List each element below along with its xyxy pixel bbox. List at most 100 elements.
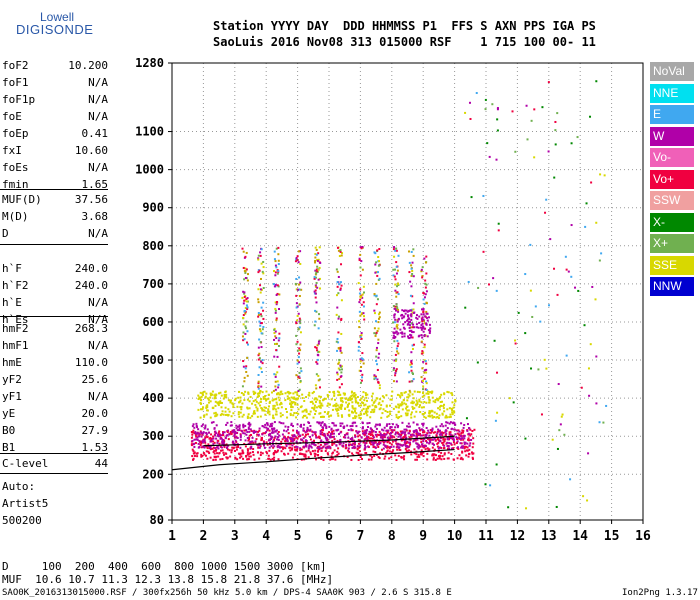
data-point: [258, 357, 261, 360]
data-point: [318, 350, 321, 353]
data-point: [408, 380, 411, 383]
data-point: [212, 435, 215, 438]
data-point: [239, 396, 242, 399]
data-point: [381, 440, 384, 443]
data-point: [305, 450, 308, 453]
data-point: [221, 449, 224, 452]
data-point: [212, 458, 215, 461]
data-point: [408, 389, 411, 392]
param-value: N/A: [88, 339, 108, 352]
data-point: [201, 433, 204, 436]
data-point: [446, 457, 449, 460]
data-point: [260, 315, 263, 318]
data-point: [493, 339, 496, 342]
data-point: [428, 332, 431, 335]
data-point: [242, 457, 245, 460]
data-point: [365, 409, 368, 412]
data-point: [425, 426, 428, 429]
data-point: [193, 432, 196, 435]
data-point: [225, 393, 228, 396]
data-point: [391, 450, 394, 453]
data-point: [465, 417, 468, 420]
data-point: [324, 397, 327, 400]
data-point: [219, 445, 222, 448]
data-point: [242, 423, 245, 426]
data-point: [413, 311, 416, 314]
data-point: [350, 458, 353, 461]
data-point: [337, 331, 340, 334]
data-point: [456, 457, 459, 460]
data-point: [397, 254, 400, 257]
data-point: [236, 425, 239, 428]
data-point: [319, 430, 322, 433]
data-point: [311, 430, 314, 433]
data-point: [361, 421, 364, 424]
data-point: [341, 404, 344, 407]
data-point: [495, 158, 498, 161]
data-point: [298, 388, 301, 391]
data-point: [363, 291, 366, 294]
data-point: [316, 421, 319, 424]
data-point: [297, 328, 300, 331]
data-point: [274, 450, 277, 453]
data-point: [405, 441, 408, 444]
data-point: [375, 282, 378, 285]
data-point: [359, 288, 362, 291]
data-point: [215, 449, 218, 452]
data-point: [526, 138, 529, 141]
data-point: [440, 393, 443, 396]
data-point: [267, 405, 270, 408]
data-point: [334, 458, 337, 461]
data-point: [410, 359, 413, 362]
data-point: [268, 401, 271, 404]
data-point: [337, 275, 340, 278]
data-point: [228, 433, 231, 436]
data-point: [563, 433, 566, 436]
data-point: [255, 400, 258, 403]
param-value: 268.3: [74, 322, 108, 335]
data-point: [224, 395, 227, 398]
data-point: [389, 413, 392, 416]
data-point: [412, 372, 415, 375]
x-tick-label: 2: [199, 529, 207, 544]
data-point: [363, 433, 366, 436]
data-point: [222, 431, 225, 434]
data-point: [280, 402, 283, 405]
data-point: [262, 309, 265, 312]
data-point: [200, 441, 203, 444]
data-point: [308, 391, 311, 394]
data-point: [446, 416, 449, 419]
data-point: [444, 429, 447, 432]
data-point: [278, 293, 281, 296]
data-point: [209, 440, 212, 443]
data-point: [197, 394, 200, 397]
data-point: [396, 345, 399, 348]
data-point: [295, 334, 298, 337]
data-point: [300, 423, 303, 426]
data-point: [419, 434, 422, 437]
data-point: [259, 277, 262, 280]
data-point: [293, 412, 296, 415]
data-point: [412, 331, 415, 334]
data-point: [323, 442, 326, 445]
legend-item-w: W: [650, 126, 694, 146]
data-point: [297, 375, 300, 378]
data-point: [335, 268, 338, 271]
data-point: [191, 433, 194, 436]
data-point: [440, 400, 443, 403]
data-point: [431, 414, 434, 417]
data-point: [340, 383, 343, 386]
data-point: [243, 278, 246, 281]
data-point: [295, 320, 298, 323]
data-point: [277, 253, 280, 256]
data-point: [377, 264, 380, 267]
data-point: [249, 441, 252, 444]
data-point: [382, 447, 385, 450]
data-point: [262, 272, 265, 275]
data-point: [431, 396, 434, 399]
data-point: [383, 426, 386, 429]
data-point: [275, 336, 278, 339]
data-point: [203, 415, 206, 418]
data-point: [404, 407, 407, 410]
data-point: [190, 436, 193, 439]
